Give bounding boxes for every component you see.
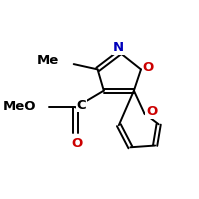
Text: MeO: MeO (3, 100, 37, 113)
Text: N: N (113, 41, 124, 54)
Text: O: O (143, 61, 154, 74)
Text: Me: Me (36, 54, 59, 67)
Text: C: C (76, 99, 86, 112)
Text: O: O (146, 105, 157, 118)
Text: O: O (71, 137, 82, 150)
